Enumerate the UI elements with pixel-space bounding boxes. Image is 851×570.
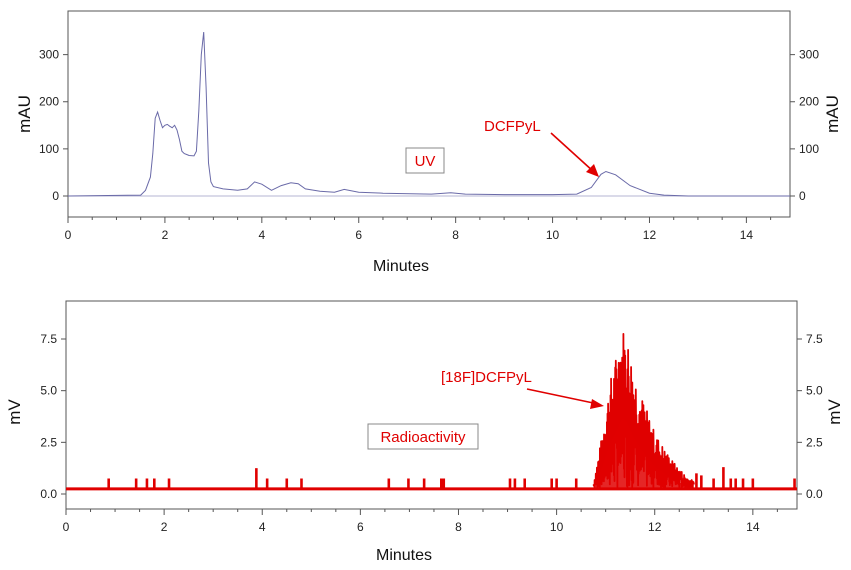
- rad-y-axis-left: 0.0 2.5 5.0 7.5: [40, 332, 66, 501]
- uv-plot-frame: [67, 10, 791, 218]
- uv-annotation-arrow: [550, 132, 595, 173]
- rad-trace: [66, 333, 797, 491]
- rad-label-box: [367, 423, 479, 450]
- radioactivity-chart: 0 2 4 6 8 10 12 14 0.0 2.5 5.0 7.5 0.0 2.5 5.0 7.5 mV…: [5, 300, 844, 564]
- rad-x-tick-label: 2: [161, 520, 168, 534]
- uv-y-tick-label-left: 200: [39, 95, 59, 109]
- uv-ylabel-left: mAU: [15, 95, 34, 133]
- rad-y-tick-label-left: 7.5: [40, 332, 57, 346]
- rad-ylabel-right: mV: [825, 399, 844, 425]
- uv-y-tick-label-left: 0: [52, 189, 59, 203]
- rad-ylabel-left: mV: [5, 399, 24, 425]
- rad-x-tick-label: 8: [455, 520, 462, 534]
- uv-x-tick-label: 6: [355, 228, 362, 242]
- rad-y-tick-label-right: 5.0: [806, 384, 823, 398]
- uv-y-axis-right: 0 100 200 300: [790, 48, 819, 203]
- rad-xlabel: Minutes: [376, 547, 432, 564]
- uv-annotation-arrowhead: [586, 164, 599, 177]
- uv-x-tick-label: 4: [258, 228, 265, 242]
- rad-plot-frame: [65, 300, 798, 510]
- rad-x-tick-label: 4: [259, 520, 266, 534]
- uv-x-tick-label: 2: [162, 228, 169, 242]
- rad-annotation-arrowhead: [590, 399, 604, 409]
- rad-x-tick-label: 0: [63, 520, 70, 534]
- rad-y-tick-label-right: 7.5: [806, 332, 823, 346]
- rad-y-axis-right: 0.0 2.5 5.0 7.5: [797, 332, 823, 501]
- uv-label-text: UV: [415, 153, 436, 170]
- uv-y-tick-label-right: 0: [799, 189, 806, 203]
- uv-x-tick-label: 8: [452, 228, 459, 242]
- uv-ylabel-right: mAU: [823, 95, 842, 133]
- rad-y-tick-label-left: 2.5: [40, 435, 57, 449]
- uv-y-tick-label-left: 100: [39, 142, 59, 156]
- rad-annotation-arrow: [526, 388, 599, 405]
- uv-chart: 0 2 4 6 8 10 12 14 0 100 200 300 0 100 200 300 mAU mA…: [15, 10, 842, 275]
- uv-x-tick-label: 14: [740, 228, 754, 242]
- uv-trace: [67, 31, 790, 197]
- rad-x-tick-label: 6: [357, 520, 364, 534]
- uv-y-tick-label-left: 300: [39, 48, 59, 62]
- uv-y-tick-label-right: 100: [799, 142, 819, 156]
- uv-x-tick-label: 10: [546, 228, 560, 242]
- rad-main-peak-core: [593, 417, 694, 489]
- rad-y-tick-label-right: 0.0: [806, 487, 823, 501]
- rad-x-tick-label: 12: [648, 520, 662, 534]
- uv-y-tick-label-right: 200: [799, 95, 819, 109]
- rad-y-tick-label-left: 0.0: [40, 487, 57, 501]
- uv-annotation-text: DCFPyL: [484, 118, 541, 135]
- uv-label-box: [405, 147, 445, 174]
- rad-y-tick-label-right: 2.5: [806, 435, 823, 449]
- rad-x-tick-label: 14: [746, 520, 760, 534]
- uv-x-tick-label: 0: [65, 228, 72, 242]
- uv-x-axis: 0 2 4 6 8 10 12 14: [65, 217, 772, 242]
- rad-x-tick-label: 10: [550, 520, 564, 534]
- rad-label-text: Radioactivity: [380, 429, 466, 446]
- rad-annotation-text: [18F]DCFPyL: [441, 369, 532, 386]
- rad-x-axis: 0 2 4 6 8 10 12 14: [63, 509, 778, 534]
- uv-x-tick-label: 12: [643, 228, 657, 242]
- uv-y-tick-label-right: 300: [799, 48, 819, 62]
- uv-xlabel: Minutes: [373, 258, 429, 275]
- uv-y-axis-left: 0 100 200 300: [39, 48, 68, 203]
- rad-y-tick-label-left: 5.0: [40, 384, 57, 398]
